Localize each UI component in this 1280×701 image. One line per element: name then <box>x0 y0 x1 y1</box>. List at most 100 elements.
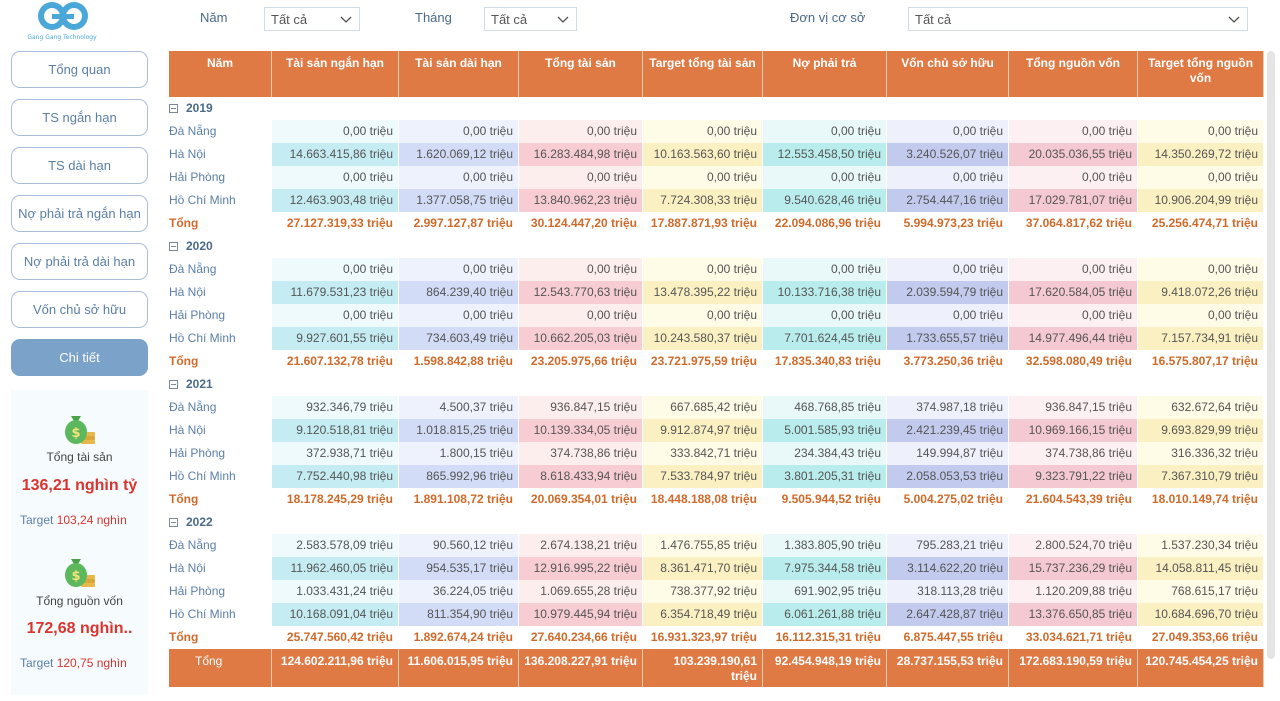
value-cell: 1.018.815,25 triệu <box>399 419 519 442</box>
value-cell: 632.672,64 triệu <box>1138 396 1264 419</box>
table-row[interactable]: Hà Nội 11.962.460,05 triệu 954.535,17 triệ… <box>169 557 1264 580</box>
empty-cell <box>643 97 763 120</box>
filter-unit-select[interactable]: Tất cả <box>908 7 1248 31</box>
table-row[interactable]: Hải Phòng 0,00 triệu 0,00 triệu 0,00 triệu 0… <box>169 304 1264 327</box>
nav-von-chu-so-huu-button[interactable]: Vốn chủ sở hữu <box>11 291 148 328</box>
column-header[interactable]: Target tổng tài sản <box>643 51 763 97</box>
value-cell: 932.346,79 triệu <box>272 396 399 419</box>
nav-ts-ngan-han-button[interactable]: TS ngắn hạn <box>11 99 148 136</box>
kpi-target-value: 120,75 nghìn <box>56 656 127 670</box>
value-cell: 1.733.655,57 triệu <box>887 327 1009 350</box>
column-header[interactable]: Tổng nguồn vốn <box>1009 51 1138 97</box>
grand-total-row: Tổng 124.602.211,96 triệu 11.606.015,95 tr… <box>169 649 1264 687</box>
value-cell: 2.674.138,21 triệu <box>519 534 643 557</box>
year-group-row[interactable]: 2020 <box>169 235 1264 258</box>
unit-name-cell: Hà Nội <box>169 557 272 580</box>
value-cell: 90.560,12 triệu <box>399 534 519 557</box>
value-cell: 10.979.445,94 triệu <box>519 603 643 626</box>
unit-name-cell: Hồ Chí Minh <box>169 465 272 488</box>
table-row[interactable]: Hải Phòng 1.033.431,24 triệu 36.224,05 tri… <box>169 580 1264 603</box>
value-cell: 1.620.069,12 triệu <box>399 143 519 166</box>
value-cell: 14.058.811,45 triệu <box>1138 557 1264 580</box>
subtotal-value-cell: 20.069.354,01 triệu <box>519 488 643 511</box>
value-cell: 13.840.962,23 triệu <box>519 189 643 212</box>
column-header[interactable]: Năm <box>169 51 272 97</box>
table-row[interactable]: Đà Nẵng 932.346,79 triệu 4.500,37 triệu 936… <box>169 396 1264 419</box>
table-row[interactable]: Đà Nẵng 0,00 triệu 0,00 triệu 0,00 triệu 0,0… <box>169 120 1264 143</box>
value-cell: 0,00 triệu <box>763 120 887 143</box>
table-row[interactable]: Hải Phòng 0,00 triệu 0,00 triệu 0,00 triệu 0… <box>169 166 1264 189</box>
grand-total-value-cell: 124.602.211,96 triệu <box>272 649 399 687</box>
kpi-total-capital-target: Target 120,75 nghìn <box>20 656 127 670</box>
column-header[interactable]: Target tổng nguồn vốn <box>1138 51 1264 97</box>
value-cell: 2.039.594,79 triệu <box>887 281 1009 304</box>
value-cell: 0,00 triệu <box>1138 166 1264 189</box>
nav-tong-quan-button[interactable]: Tổng quan <box>11 51 148 88</box>
value-cell: 36.224,05 triệu <box>399 580 519 603</box>
year-cell[interactable]: 2021 <box>169 373 272 396</box>
table-row[interactable]: Hà Nội 9.120.518,81 triệu 1.018.815,25 tri… <box>169 419 1264 442</box>
value-cell: 0,00 triệu <box>519 166 643 189</box>
subtotal-value-cell: 17.887.871,93 triệu <box>643 212 763 235</box>
year-cell[interactable]: 2020 <box>169 235 272 258</box>
subtotal-value-cell: 22.094.086,96 triệu <box>763 212 887 235</box>
empty-cell <box>519 373 643 396</box>
subtotal-value-cell: 23.205.975,66 triệu <box>519 350 643 373</box>
filter-unit-value: Tất cả <box>915 12 952 27</box>
value-cell: 1.120.209,88 triệu <box>1009 580 1138 603</box>
column-header[interactable]: Vốn chủ sở hữu <box>887 51 1009 97</box>
filter-month-select[interactable]: Tất cả <box>484 7 577 31</box>
collapse-icon[interactable] <box>169 104 178 113</box>
value-cell: 10.662.205,03 triệu <box>519 327 643 350</box>
collapse-icon[interactable] <box>169 380 178 389</box>
subtotal-value-cell: 1.891.108,72 triệu <box>399 488 519 511</box>
table-row[interactable]: Hà Nội 14.663.415,86 triệu 1.620.069,12 tr… <box>169 143 1264 166</box>
value-cell: 0,00 triệu <box>763 166 887 189</box>
table-row[interactable]: Đà Nẵng 0,00 triệu 0,00 triệu 0,00 triệu 0,0… <box>169 258 1264 281</box>
column-header[interactable]: Tổng tài sản <box>519 51 643 97</box>
subtotal-value-cell: 33.034.621,71 triệu <box>1009 626 1138 649</box>
empty-cell <box>763 235 887 258</box>
collapse-icon[interactable] <box>169 518 178 527</box>
value-cell: 1.537.230,34 triệu <box>1138 534 1264 557</box>
year-group-row[interactable]: 2021 <box>169 373 1264 396</box>
value-cell: 0,00 triệu <box>763 304 887 327</box>
table-row[interactable]: Hồ Chí Minh 12.463.903,48 triệu 1.377.058,… <box>169 189 1264 212</box>
year-label: 2019 <box>186 101 213 115</box>
column-header[interactable]: Nợ phải trả <box>763 51 887 97</box>
table-row[interactable]: Hải Phòng 372.938,71 triệu 1.800,15 triệu 3… <box>169 442 1264 465</box>
subtotal-value-cell: 27.127.319,33 triệu <box>272 212 399 235</box>
value-cell: 9.323.791,22 triệu <box>1009 465 1138 488</box>
value-cell: 14.350.269,72 triệu <box>1138 143 1264 166</box>
column-header[interactable]: Tài sản ngắn hạn <box>272 51 399 97</box>
column-header[interactable]: Tài sản dài hạn <box>399 51 519 97</box>
kpi-total-assets-target: Target 103,24 nghìn <box>20 513 127 527</box>
year-cell[interactable]: 2019 <box>169 97 272 120</box>
table-row[interactable]: Đà Nẵng 2.583.578,09 triệu 90.560,12 triệu… <box>169 534 1264 557</box>
table-row[interactable]: Hồ Chí Minh 10.168.091,04 triệu 811.354,90… <box>169 603 1264 626</box>
collapse-icon[interactable] <box>169 242 178 251</box>
value-cell: 11.679.531,23 triệu <box>272 281 399 304</box>
nav-no-ngan-han-button[interactable]: Nợ phải trả ngắn hạn <box>11 195 148 232</box>
year-group-row[interactable]: 2022 <box>169 511 1264 534</box>
kpi-total-capital-label: Tổng nguồn vốn <box>36 594 123 608</box>
nav-no-dai-han-button[interactable]: Nợ phải trả dài hạn <box>11 243 148 280</box>
table-row[interactable]: Hồ Chí Minh 7.752.440,98 triệu 865.992,96 … <box>169 465 1264 488</box>
filter-unit-label: Đơn vị cơ sở <box>790 10 866 25</box>
year-group-row[interactable]: 2019 <box>169 97 1264 120</box>
subtotal-label: Tổng <box>169 626 272 649</box>
filter-year-select[interactable]: Tất cả <box>264 7 360 31</box>
svg-text:$: $ <box>71 426 80 441</box>
unit-name-cell: Hải Phòng <box>169 304 272 327</box>
nav-ts-dai-han-button[interactable]: TS dài hạn <box>11 147 148 184</box>
nav-chi-tiet-button[interactable]: Chi tiết <box>11 339 148 376</box>
vertical-scrollbar[interactable] <box>1267 51 1275 659</box>
table-row[interactable]: Hà Nội 11.679.531,23 triệu 864.239,40 triệ… <box>169 281 1264 304</box>
empty-cell <box>1009 373 1138 396</box>
table-row[interactable]: Hồ Chí Minh 9.927.601,55 triệu 734.603,49 … <box>169 327 1264 350</box>
value-cell: 333.842,71 triệu <box>643 442 763 465</box>
subtotal-row: Tổng 18.178.245,29 triệu 1.891.108,72 triệ… <box>169 488 1264 511</box>
logo-text: Gang Gang Technology <box>27 34 97 41</box>
year-cell[interactable]: 2022 <box>169 511 272 534</box>
value-cell: 734.603,49 triệu <box>399 327 519 350</box>
